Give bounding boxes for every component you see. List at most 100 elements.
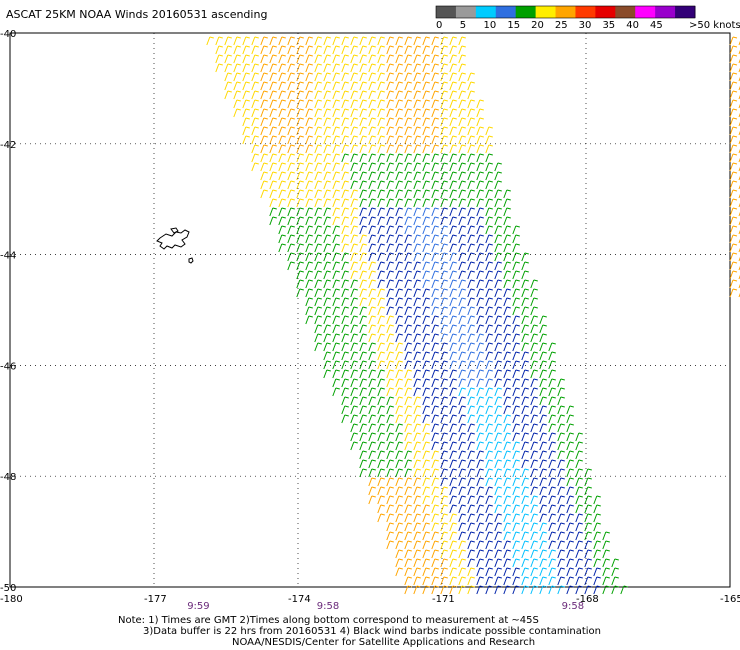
wind-barb: [485, 351, 493, 361]
wind-barb: [269, 117, 277, 127]
wind-barb: [395, 180, 403, 190]
wind-barb: [431, 522, 439, 532]
wind-barb: [413, 72, 421, 82]
wind-barb: [314, 162, 322, 172]
wind-barb: [494, 261, 502, 271]
wind-barb: [431, 72, 439, 82]
wind-barb: [269, 72, 277, 82]
wind-barb: [467, 153, 475, 163]
wind-barb: [323, 342, 331, 352]
wind-barb: [467, 315, 475, 325]
wind-barb: [350, 378, 358, 388]
wind-barb: [422, 63, 430, 73]
wind-barb: [413, 531, 421, 541]
wind-barb: [458, 135, 466, 145]
wind-barb: [422, 135, 430, 145]
wind-barb: [377, 468, 385, 478]
wind-barb: [323, 63, 331, 73]
wind-barb: [296, 126, 304, 136]
wind-barb: [530, 414, 538, 424]
wind-barb: [305, 297, 313, 307]
wind-barb: [494, 324, 502, 334]
wind-barb: [260, 117, 268, 127]
wind-barb: [377, 450, 385, 460]
wind-barb: [386, 315, 394, 325]
wind-barb: [404, 369, 412, 379]
wind-barb: [449, 360, 457, 370]
wind-barb: [521, 261, 529, 271]
wind-barb: [278, 171, 286, 181]
wind-barb: [593, 549, 601, 559]
wind-barb: [332, 324, 340, 334]
wind-barb: [386, 495, 394, 505]
wind-barb: [584, 522, 592, 532]
wind-barb: [458, 45, 466, 55]
wind-barb: [512, 558, 520, 568]
wind-barb: [422, 450, 430, 460]
wind-barb: [584, 486, 592, 496]
wind-barb: [386, 72, 394, 82]
legend-tick-label: 40: [626, 20, 639, 31]
wind-barb: [512, 576, 520, 586]
wind-barb: [431, 495, 439, 505]
wind-barb: [359, 450, 367, 460]
wind-barb: [359, 153, 367, 163]
wind-barb: [512, 549, 520, 559]
wind-barb: [305, 126, 313, 136]
wind-barb: [729, 63, 738, 73]
wind-barb: [458, 306, 466, 316]
wind-barb: [368, 369, 376, 379]
wind-barb: [278, 117, 286, 127]
wind-barb: [386, 306, 394, 316]
wind-barb: [476, 342, 484, 352]
wind-barb: [575, 468, 583, 478]
wind-barb: [431, 162, 439, 172]
wind-barb: [404, 558, 412, 568]
wind-barb: [332, 270, 340, 280]
wind-barb: [476, 540, 484, 550]
wind-barb: [539, 468, 547, 478]
wind-barb: [431, 135, 439, 145]
wind-barb: [350, 315, 358, 325]
wind-barb: [359, 441, 367, 451]
wind-barb: [278, 126, 286, 136]
wind-barb: [341, 396, 349, 406]
wind-barb: [539, 549, 547, 559]
wind-barb: [368, 351, 376, 361]
wind-barb: [521, 279, 529, 289]
wind-barb: [368, 198, 376, 208]
wind-barb: [494, 423, 502, 433]
wind-barb: [404, 477, 412, 487]
wind-barb: [404, 243, 412, 253]
wind-barb: [521, 342, 529, 352]
wind-barb: [377, 63, 385, 73]
wind-barb: [557, 531, 565, 541]
wind-barb: [404, 126, 412, 136]
wind-barb: [539, 576, 547, 586]
wind-barb: [350, 324, 358, 334]
wind-barb: [395, 81, 403, 91]
wind-barb: [341, 324, 349, 334]
wind-barb: [467, 396, 475, 406]
wind-barb: [512, 405, 520, 415]
wind-barb: [476, 378, 484, 388]
wind-barb: [449, 459, 457, 469]
wind-barb: [485, 135, 493, 145]
wind-barb: [530, 360, 538, 370]
wind-barb: [566, 540, 574, 550]
wind-barb: [512, 234, 520, 244]
wind-barb: [260, 162, 268, 172]
wind-barb: [449, 423, 457, 433]
wind-barb: [224, 72, 232, 82]
wind-barb: [260, 153, 268, 163]
wind-barb: [431, 306, 439, 316]
wind-barb: [476, 108, 484, 118]
wind-barb: [449, 207, 457, 217]
wind-barb: [368, 342, 376, 352]
wind-barb: [386, 486, 394, 496]
wind-barb: [458, 486, 466, 496]
wind-barb: [278, 99, 286, 109]
wind-barb: [467, 72, 475, 82]
wind-barb: [494, 540, 502, 550]
